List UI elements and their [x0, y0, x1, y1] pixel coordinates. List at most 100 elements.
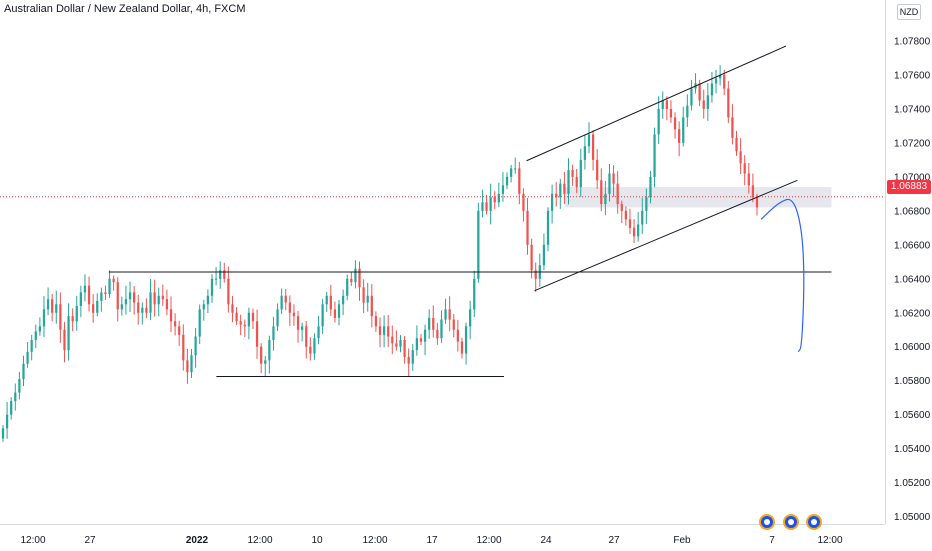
candle: [411, 344, 414, 371]
candle-body: [83, 285, 87, 293]
projection-curve[interactable]: [760, 198, 805, 353]
candle: [354, 260, 357, 289]
candle: [563, 172, 566, 205]
candle-body: [751, 185, 755, 198]
candle-body: [411, 350, 414, 364]
support-zone-layer: [564, 187, 832, 208]
candle-body: [42, 309, 46, 327]
candle: [276, 303, 279, 331]
candle: [87, 276, 91, 312]
candle-body: [120, 304, 123, 310]
candle: [673, 112, 677, 139]
candle-body: [563, 183, 566, 194]
candle-body: [616, 183, 619, 205]
price-axis[interactable]: 1.07800 1.07600 1.07400 1.07200 1.07000 1.068…: [885, 0, 932, 524]
candle: [600, 168, 603, 212]
support-zone[interactable]: [564, 187, 832, 208]
candle-body: [309, 346, 312, 354]
price-tick-label: 1.07400: [894, 104, 931, 115]
candle-body: [735, 137, 738, 152]
candle: [624, 206, 627, 226]
candle-body: [510, 168, 513, 177]
candle: [665, 96, 668, 121]
channel-lower-line[interactable]: [534, 179, 798, 292]
candle: [473, 270, 476, 318]
candle: [661, 91, 664, 119]
candle-body: [403, 339, 406, 357]
event-icon-1[interactable]: [759, 514, 775, 530]
candle: [641, 197, 644, 235]
candle: [108, 270, 111, 298]
candle: [128, 281, 132, 312]
candle-body: [26, 351, 29, 364]
candle: [387, 314, 390, 347]
drawings[interactable]: [0, 45, 885, 377]
candle-body: [173, 321, 177, 327]
candle-body: [235, 312, 238, 322]
candle-body: [190, 355, 193, 373]
candle-body: [596, 159, 599, 181]
event-icon-2[interactable]: [783, 514, 799, 530]
currency-badge[interactable]: NZD: [897, 4, 921, 20]
candle-body: [96, 300, 99, 313]
event-icon-3[interactable]: [806, 514, 822, 530]
candle-body: [755, 197, 759, 208]
candle-body: [378, 326, 382, 335]
time-tick-label: 7: [769, 535, 775, 546]
price-tick-label: 1.07800: [894, 36, 931, 47]
candle-body: [678, 129, 681, 143]
time-tick-label: 27: [84, 535, 96, 546]
time-axis[interactable]: 12:00 27 2022 12:00 10 12:00 17 12:00 24 27 Feb 7 12…: [0, 524, 885, 551]
candle-body: [243, 324, 246, 327]
candle: [5, 401, 9, 439]
candle: [464, 322, 468, 365]
candle: [133, 286, 136, 315]
time-tick-label: 17: [426, 535, 438, 546]
candle-body: [370, 295, 373, 317]
candle-body: [51, 299, 54, 313]
candle: [337, 299, 341, 326]
candle: [321, 298, 324, 335]
candle: [178, 320, 181, 346]
candle: [260, 343, 263, 374]
candle: [358, 261, 361, 301]
candle-body: [690, 88, 693, 106]
candle: [587, 122, 591, 154]
candle-body: [141, 307, 144, 313]
candle-body: [255, 321, 259, 347]
price-tick-label: 1.06400: [894, 274, 931, 285]
candle-body: [723, 74, 726, 89]
candle: [637, 211, 640, 242]
candle-body: [161, 295, 164, 300]
candle: [378, 317, 382, 348]
candle-body: [305, 326, 308, 347]
candle: [710, 71, 714, 103]
candle: [391, 325, 394, 355]
candle-body: [354, 268, 357, 283]
candle-body: [22, 363, 25, 380]
candle-body: [587, 134, 591, 147]
candle: [596, 149, 599, 189]
candle: [579, 148, 582, 197]
candle-body: [247, 312, 250, 327]
candle: [493, 191, 496, 210]
projection-layer[interactable]: [760, 198, 805, 353]
candle: [714, 69, 718, 94]
candle-body: [727, 88, 730, 118]
candle: [341, 289, 345, 316]
candle: [419, 334, 423, 346]
candle: [255, 309, 259, 359]
candle-body: [469, 309, 472, 327]
candle-body: [182, 334, 185, 361]
candle-body: [186, 360, 189, 373]
candle: [141, 302, 144, 325]
candle: [92, 294, 95, 323]
candle-body: [210, 278, 214, 296]
candle-body: [14, 392, 17, 402]
candle: [669, 100, 673, 123]
candle-body: [165, 299, 169, 310]
channel-upper-line[interactable]: [526, 45, 787, 162]
time-tick-label: 12:00: [247, 535, 272, 546]
